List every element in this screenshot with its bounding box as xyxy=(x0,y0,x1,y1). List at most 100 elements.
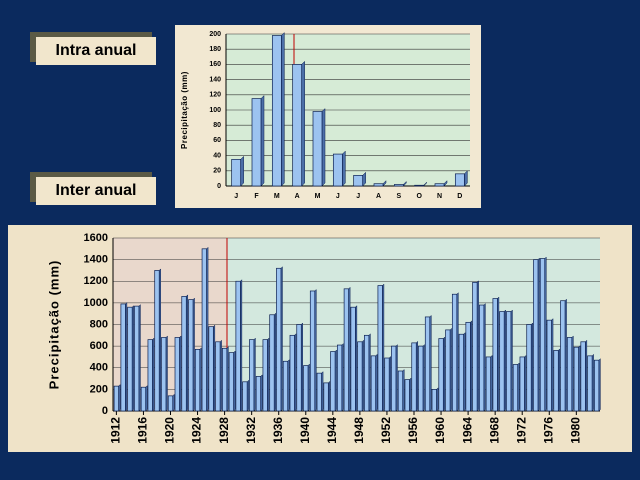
bar xyxy=(323,382,329,412)
x-tick-label: J xyxy=(234,193,238,200)
x-tick-label: M xyxy=(274,193,280,200)
bar xyxy=(566,337,573,412)
bar xyxy=(424,316,431,412)
y-tick-label: 0 xyxy=(102,405,108,417)
bar xyxy=(134,305,140,412)
bar xyxy=(154,270,160,412)
x-tick-label: 1932 xyxy=(244,417,258,444)
y-tick-label: 200 xyxy=(209,31,221,38)
bar xyxy=(350,306,356,412)
bar xyxy=(208,326,214,412)
x-tick-label: A xyxy=(295,193,300,200)
bar xyxy=(539,258,546,412)
y-tick-label: 1600 xyxy=(84,232,108,244)
bar-side xyxy=(240,155,244,187)
y-tick-label: 60 xyxy=(213,137,221,144)
bar xyxy=(174,337,180,412)
x-tick-label: 1936 xyxy=(271,417,285,444)
y-tick-label: 400 xyxy=(90,362,108,374)
section-label: Inter anual xyxy=(56,182,137,199)
y-tick-label: 120 xyxy=(209,92,221,99)
bar xyxy=(553,350,559,412)
bar xyxy=(235,280,241,412)
x-tick-label: 1924 xyxy=(190,417,204,444)
bar xyxy=(594,359,600,412)
bar xyxy=(161,337,167,412)
bar xyxy=(438,338,444,412)
x-tick-label: A xyxy=(376,193,381,200)
bar xyxy=(580,341,586,412)
x-tick-label: 1940 xyxy=(298,417,312,444)
x-tick-label: 1948 xyxy=(352,417,366,444)
bar xyxy=(228,352,234,412)
bar xyxy=(384,357,390,412)
x-tick-label: 1976 xyxy=(541,417,555,444)
bar xyxy=(546,319,552,412)
x-tick-label: 1972 xyxy=(514,417,528,444)
bar xyxy=(512,364,519,412)
bar-side xyxy=(301,60,305,187)
bar xyxy=(215,341,221,412)
bar xyxy=(364,334,370,412)
bar xyxy=(506,311,512,412)
bar xyxy=(431,389,437,412)
section-label: Intra anual xyxy=(56,42,137,59)
x-tick-label: 1968 xyxy=(487,417,501,444)
bar xyxy=(276,267,282,412)
y-tick-label: 20 xyxy=(213,168,221,175)
bar xyxy=(353,175,364,187)
bar xyxy=(194,349,201,412)
x-tick-label: 1928 xyxy=(217,417,231,444)
bar xyxy=(434,183,445,187)
bar xyxy=(262,339,268,412)
bar xyxy=(404,379,410,412)
bar xyxy=(201,248,207,412)
bar xyxy=(255,376,262,412)
x-tick-label: 1952 xyxy=(379,417,393,444)
bar xyxy=(303,365,309,412)
bar xyxy=(309,290,316,412)
x-tick-label: 1956 xyxy=(406,417,420,444)
bar xyxy=(167,395,174,412)
bar xyxy=(292,64,303,187)
bar xyxy=(231,159,242,187)
y-tick-label: 0 xyxy=(217,183,221,190)
bar-side xyxy=(464,170,468,187)
x-tick-label: F xyxy=(254,193,259,200)
y-tick-label: 160 xyxy=(209,61,221,68)
bar xyxy=(332,153,343,187)
x-tick-label: N xyxy=(437,193,442,200)
bar xyxy=(465,321,471,412)
bar xyxy=(485,356,491,412)
bar xyxy=(370,355,377,412)
bar xyxy=(458,333,464,412)
bar xyxy=(499,311,505,412)
bar xyxy=(222,347,228,412)
bar xyxy=(533,259,539,412)
x-tick-label: 1964 xyxy=(460,417,474,444)
bar xyxy=(120,303,126,412)
x-tick-label: 1916 xyxy=(136,417,150,444)
bar xyxy=(296,324,302,412)
x-tick-label: J xyxy=(356,193,360,200)
bar xyxy=(330,351,336,412)
y-tick-label: 600 xyxy=(90,340,108,352)
bar xyxy=(316,372,322,412)
x-tick-label: 1920 xyxy=(163,417,177,444)
bar xyxy=(393,184,404,187)
y-tick-label: 180 xyxy=(209,46,221,53)
bar xyxy=(479,304,485,412)
bar xyxy=(336,344,343,412)
y-tick-label: 1000 xyxy=(84,297,108,309)
bar xyxy=(343,288,349,412)
x-tick-label: O xyxy=(416,193,422,200)
bar xyxy=(271,35,282,187)
label-box xyxy=(36,177,156,205)
bar xyxy=(249,339,255,412)
bar xyxy=(391,345,397,412)
bar xyxy=(445,329,451,412)
x-tick-label: 1944 xyxy=(325,417,339,444)
bar xyxy=(414,184,425,187)
y-tick-label: 40 xyxy=(213,152,221,159)
